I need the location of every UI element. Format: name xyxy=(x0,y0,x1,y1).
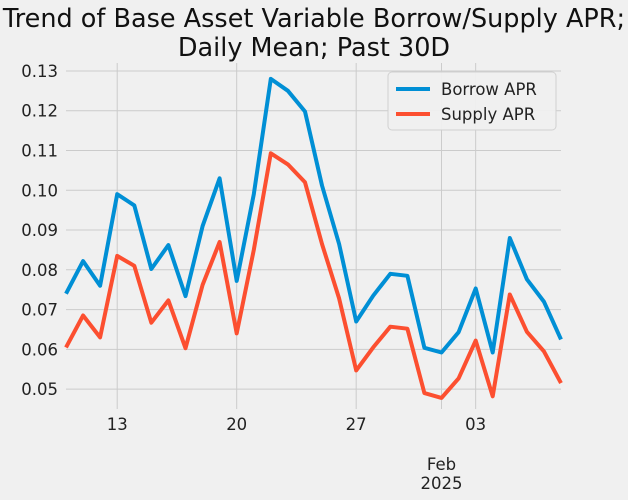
x-tick-label: 03 xyxy=(465,415,486,434)
tick-labels: 0.05 0.06 0.07 0.08 0.09 0.10 0.11 0.12 0.13 13 20… xyxy=(21,62,486,493)
series-line-supply-apr xyxy=(64,151,563,400)
series-line-borrow-apr xyxy=(64,76,563,355)
y-tick-label: 0.08 xyxy=(21,261,58,280)
year-label: 2025 xyxy=(421,474,463,493)
y-tick-label: 0.09 xyxy=(21,221,58,240)
month-label: Feb xyxy=(427,455,456,474)
y-tick-label: 0.11 xyxy=(21,141,58,160)
legend-label: Borrow APR xyxy=(441,80,537,99)
chart-title-line-2: Daily Mean; Past 30D xyxy=(177,33,451,63)
y-tick-label: 0.10 xyxy=(21,181,58,200)
y-tick-label: 0.07 xyxy=(21,301,58,320)
y-tick-label: 0.06 xyxy=(21,340,58,359)
y-tick-label: 0.12 xyxy=(21,102,58,121)
chart-title-line-1: Trend of Base Asset Variable Borrow/Supp… xyxy=(2,4,626,34)
y-tick-label: 0.05 xyxy=(21,380,58,399)
x-tick-label: 13 xyxy=(107,415,128,434)
y-tick-label: 0.13 xyxy=(21,62,58,81)
legend: Borrow APR Supply APR xyxy=(387,71,557,131)
x-tick-label: 27 xyxy=(346,415,367,434)
series-lines xyxy=(64,76,563,400)
legend-label: Supply APR xyxy=(441,105,535,124)
x-tick-label: 20 xyxy=(226,415,247,434)
